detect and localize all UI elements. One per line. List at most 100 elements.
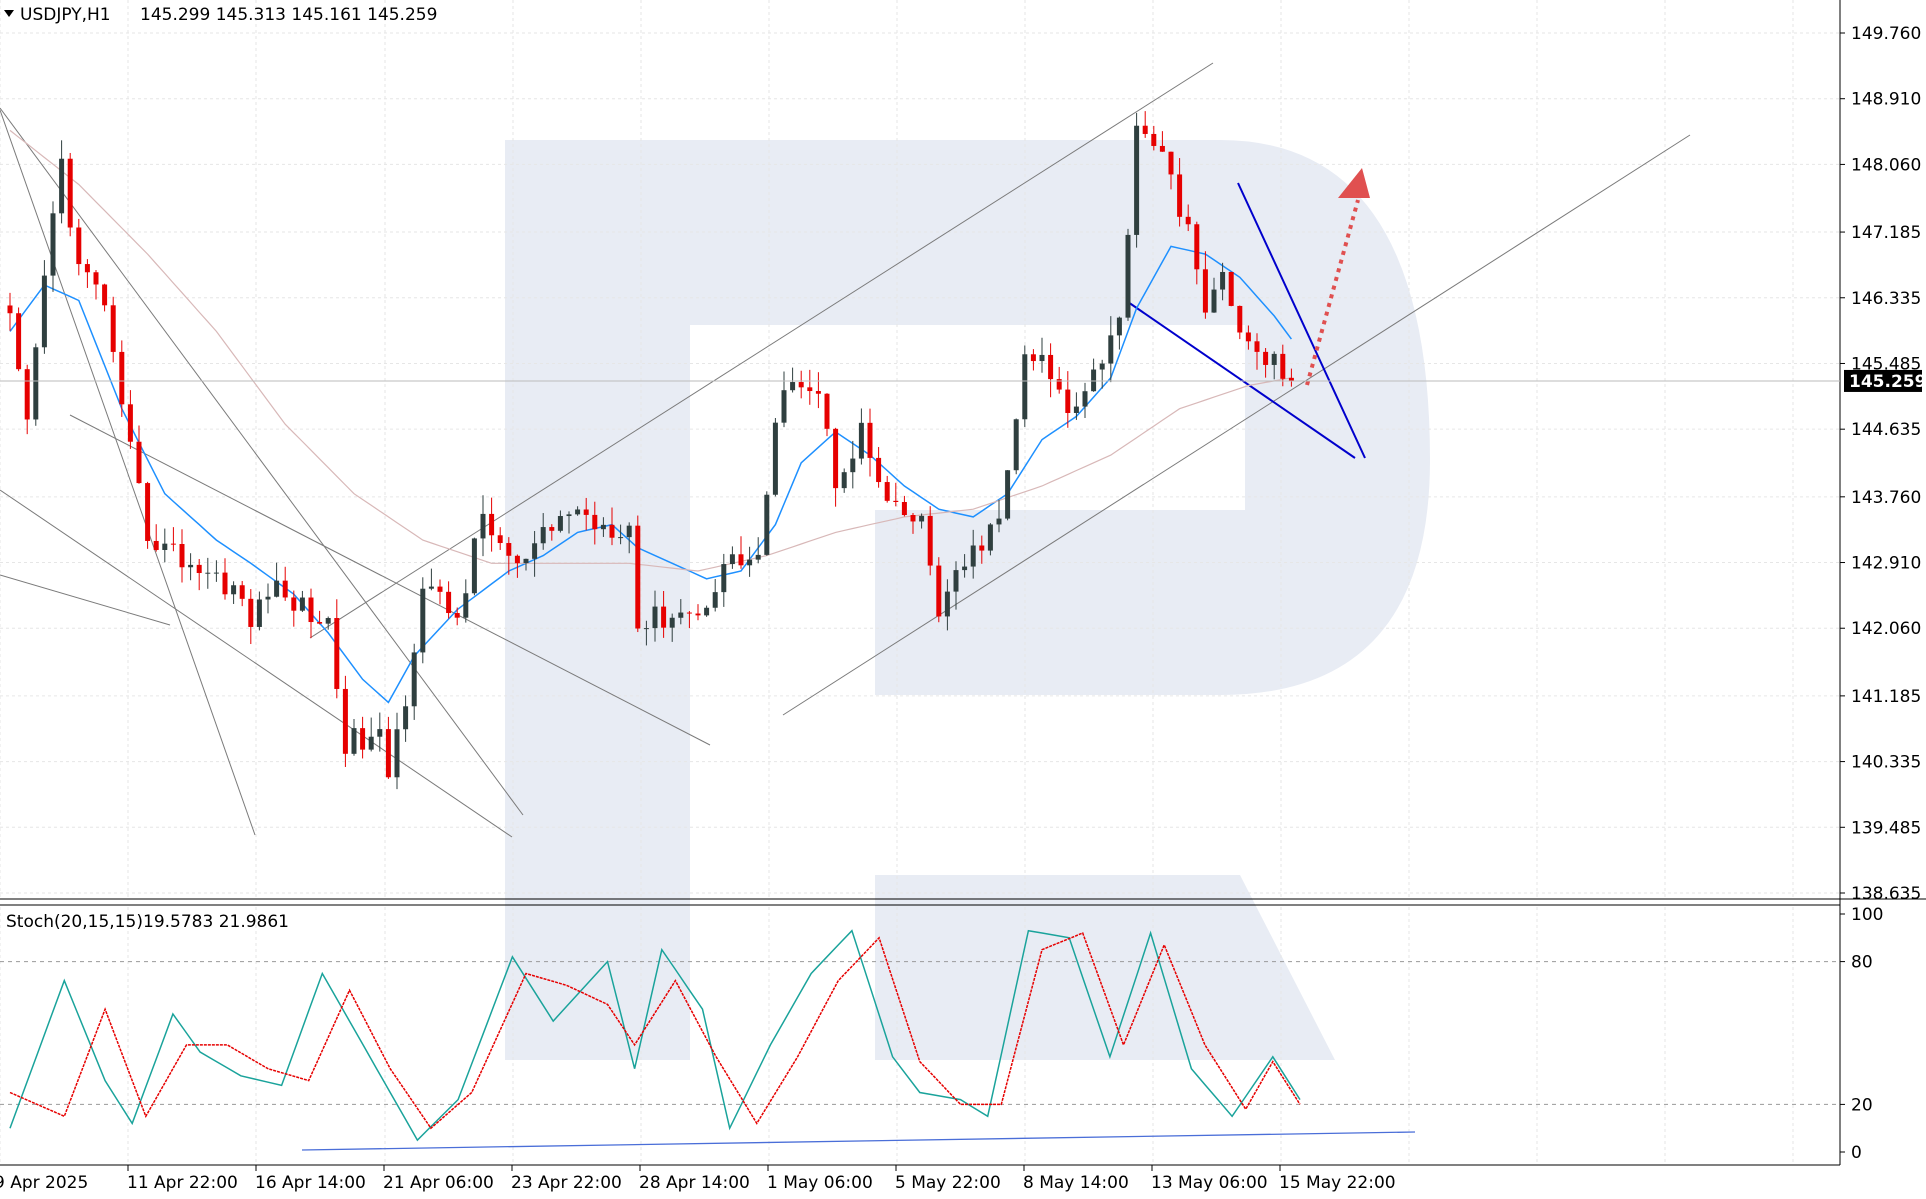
forecast-arrow-head-icon: [1338, 168, 1370, 198]
candle-body: [489, 513, 495, 536]
candle-body: [291, 597, 297, 611]
candle-body: [179, 544, 185, 568]
candle-body: [1065, 389, 1071, 413]
candle-body: [385, 729, 391, 778]
candle-body: [841, 472, 847, 489]
time-tick-label: 28 Apr 14:00: [639, 1173, 750, 1193]
candle-body: [575, 509, 581, 515]
time-tick-label: 1 May 06:00: [767, 1173, 873, 1193]
price-tick-label: 141.185: [1851, 687, 1921, 707]
candle-body: [652, 606, 658, 629]
candle-body: [772, 422, 778, 495]
candle-body: [669, 617, 675, 628]
candle-body: [127, 404, 133, 442]
candle-body: [1073, 406, 1079, 413]
trend-lines[interactable]: [0, 62, 1691, 1151]
stoch-header: Stoch(20,15,15) 19.5783 21.9861: [6, 912, 289, 932]
candle-body: [686, 612, 692, 614]
candle-body: [609, 524, 615, 538]
candle-body: [497, 535, 503, 544]
candle-body: [884, 482, 890, 501]
candle-body: [282, 580, 288, 598]
price-tick-label: 144.635: [1851, 420, 1921, 440]
candle-body: [1288, 377, 1294, 381]
axis-labels: 149.760 148.910 148.060 147.185 146.335 145.4…: [0, 24, 1926, 1193]
candle-body: [188, 564, 194, 568]
time-tick-label: 16 Apr 14:00: [255, 1173, 366, 1193]
candle-body: [1263, 351, 1269, 365]
candle-body: [953, 570, 959, 592]
stoch-trend-line: [301, 1131, 1416, 1151]
candle-body: [695, 613, 701, 616]
candle-body: [514, 555, 520, 564]
candle-body: [867, 422, 873, 458]
candle-body: [411, 652, 417, 707]
candle-body: [712, 592, 718, 608]
candle-body: [1030, 354, 1036, 362]
candle-body: [970, 545, 976, 567]
dropdown-triangle-icon[interactable]: [4, 10, 14, 17]
candle-body: [471, 538, 477, 594]
candle-body: [1099, 363, 1105, 370]
current-price-tag: [1844, 369, 1922, 392]
candle-body: [360, 728, 366, 750]
candle-body: [1022, 354, 1028, 420]
candle-body: [76, 227, 82, 265]
candle-body: [532, 543, 538, 559]
stoch-tick-label: 80: [1851, 953, 1873, 973]
candle-body: [962, 566, 968, 571]
chart-frame: [0, 0, 1926, 1166]
time-tick-label: 13 May 06:00: [1151, 1173, 1268, 1193]
candle-body: [557, 516, 563, 531]
brand-watermark: [505, 140, 1430, 1060]
stoch-label: Stoch(20,15,15): [6, 912, 143, 932]
falling-wedge-line: [1127, 301, 1356, 459]
candle-body: [256, 599, 262, 627]
candle-body: [858, 422, 864, 459]
descending-channel-line: [0, 574, 171, 626]
candle-body: [50, 213, 56, 276]
candle-body: [1159, 145, 1165, 152]
candle-body: [755, 554, 761, 560]
candle-body: [1185, 216, 1191, 225]
candle-body: [394, 729, 400, 778]
candle-body: [454, 613, 460, 618]
descending-channel-line: [0, 489, 513, 838]
candle-body: [824, 393, 830, 429]
candle-body: [919, 515, 925, 522]
time-tick-label: 5 May 22:00: [895, 1173, 1001, 1193]
candle-body: [704, 607, 710, 616]
ascending-channel-line: [782, 134, 1691, 716]
time-tick-label: 23 Apr 22:00: [511, 1173, 622, 1193]
candle-body: [299, 597, 305, 611]
candle-body: [463, 593, 469, 618]
ma-slow-line: [9, 129, 1292, 572]
candle-body: [1202, 269, 1208, 313]
candle-body: [678, 612, 684, 618]
candle-body: [901, 501, 907, 516]
watermark-logo-leg: [875, 875, 1335, 1060]
time-tick-label: 9 Apr 2025: [0, 1173, 88, 1193]
candle-body: [1220, 271, 1226, 290]
price-tick-label: 148.910: [1851, 90, 1921, 110]
candle-body: [1091, 369, 1097, 392]
candle-body: [893, 500, 899, 502]
candle-body: [1125, 234, 1131, 318]
price-tick-label: 149.760: [1851, 24, 1921, 44]
candle-body: [213, 572, 219, 574]
candle-body: [721, 564, 727, 593]
candle-body: [1151, 133, 1157, 146]
chart-grid: [0, 0, 1840, 1165]
moving-averages: [9, 129, 1293, 704]
candle-body: [1237, 305, 1243, 333]
candle-body: [523, 558, 529, 564]
stoch-signal-line: [9, 932, 1301, 1130]
candle-body: [1082, 391, 1088, 407]
candle-body: [600, 524, 606, 530]
candle-body: [205, 572, 211, 574]
candle-body: [738, 554, 744, 566]
candle-body: [41, 275, 47, 348]
candle-body: [93, 272, 99, 285]
candle-body: [368, 736, 374, 750]
